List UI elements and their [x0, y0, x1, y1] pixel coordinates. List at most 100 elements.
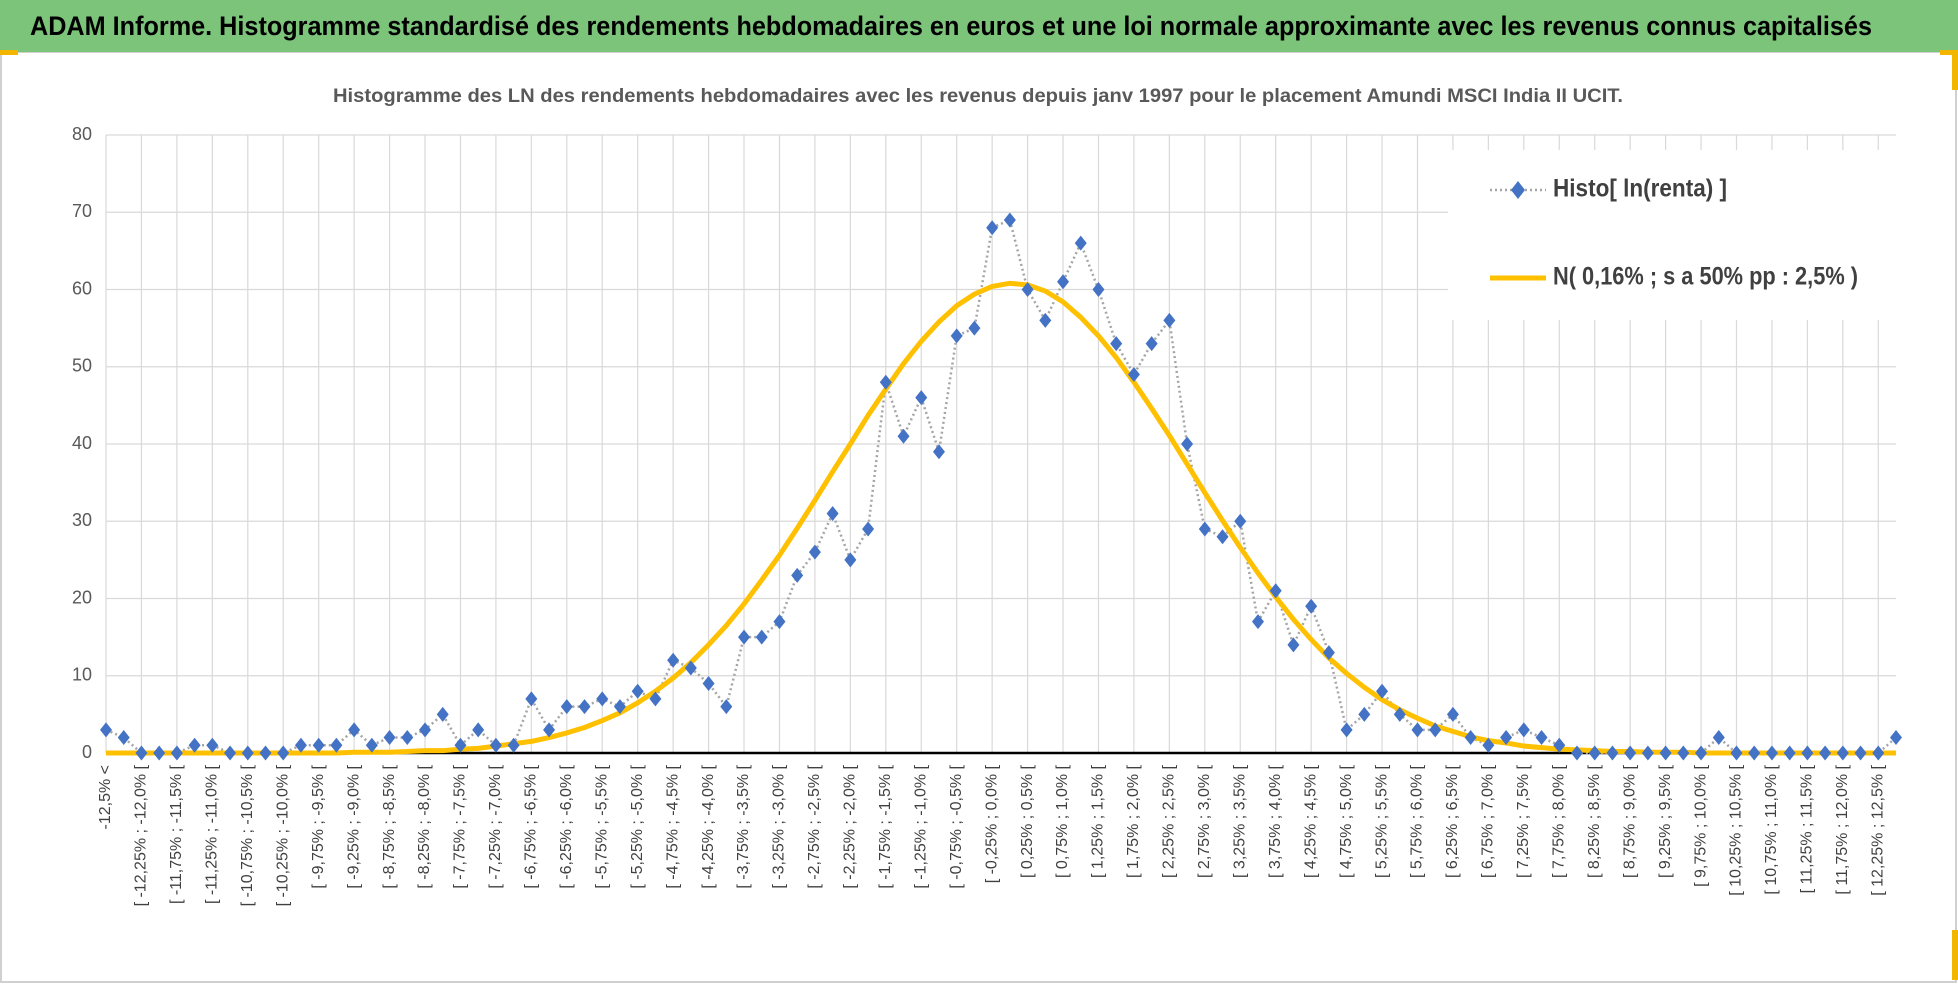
- x-tick-label: [ 2,75% ; 3,0% [: [1196, 764, 1213, 878]
- data-point: [560, 699, 573, 715]
- x-tick-label: [ 3,25% ; 3,5% [: [1231, 764, 1248, 878]
- data-point: [1269, 583, 1282, 599]
- data-point: [950, 328, 963, 344]
- x-tick-label: [ 8,25% ; 8,5% [: [1586, 764, 1603, 878]
- data-point: [117, 730, 130, 746]
- data-point: [383, 730, 396, 746]
- y-tick-label: 0: [82, 742, 92, 762]
- data-point: [188, 737, 201, 753]
- data-point: [224, 745, 237, 761]
- data-point: [100, 722, 112, 738]
- data-point: [1287, 637, 1300, 653]
- x-tick-label: [ -6,25% ; -6,0% [: [558, 764, 575, 888]
- data-point: [1057, 274, 1070, 290]
- data-point: [1074, 235, 1087, 251]
- data-point: [826, 506, 839, 522]
- data-point: [1765, 745, 1778, 761]
- data-point: [808, 544, 821, 560]
- data-point: [1092, 282, 1105, 297]
- data-point: [1127, 366, 1140, 382]
- data-point: [1163, 312, 1176, 328]
- legend-label: N( 0,16% ; s a 50% pp : 2,5% ): [1553, 263, 1858, 291]
- data-point: [1021, 282, 1034, 297]
- data-point: [596, 691, 609, 707]
- x-tick-label: [ -10,25% ; -10,0% [: [274, 764, 291, 906]
- x-tick-label: [ -0,25% ; 0,0% [: [983, 764, 1000, 883]
- x-tick-label: [ -3,75% ; -3,5% [: [735, 764, 752, 888]
- data-point: [1393, 706, 1406, 722]
- data-point: [135, 745, 148, 761]
- data-point: [1730, 745, 1743, 761]
- data-point: [1198, 521, 1211, 537]
- x-tick-label: [ -4,25% ; -4,0% [: [700, 764, 717, 888]
- data-point: [170, 745, 183, 761]
- x-tick-label: [ -11,75% ; -11,5% [: [168, 764, 185, 904]
- x-tick-label: [ -0,75% ; -0,5% [: [948, 764, 965, 888]
- y-tick-label: 50: [72, 356, 92, 376]
- data-point: [1712, 730, 1725, 746]
- data-point: [1588, 745, 1601, 761]
- data-point: [1446, 706, 1459, 722]
- data-point: [879, 374, 892, 390]
- x-tick-label: [ -10,75% ; -10,5% [: [239, 764, 256, 906]
- plot: 0 10 20 30 40 50 60 70 80 -12,5% < [ -12,25% ; -12…: [72, 124, 1902, 906]
- data-point: [1482, 737, 1495, 753]
- data-point: [968, 320, 981, 336]
- x-tick-label: [ 3,75% ; 4,0% [: [1267, 764, 1284, 878]
- x-tick-label: -12,5% <: [97, 765, 114, 829]
- y-tick-label: 10: [72, 665, 92, 685]
- x-tick-label: [ 7,75% ; 8,0% [: [1550, 764, 1567, 878]
- data-point: [1464, 730, 1477, 746]
- y-tick-label: 30: [72, 510, 92, 530]
- data-point: [862, 521, 875, 537]
- x-tick-label: [ 6,25% ; 6,5% [: [1444, 764, 1461, 878]
- data-point: [348, 722, 361, 738]
- corner: [1952, 930, 1958, 980]
- data-point: [613, 699, 626, 715]
- x-tick-label: [ -9,75% ; -9,5% [: [310, 764, 327, 888]
- data-point: [1429, 722, 1442, 738]
- data-point: [1836, 745, 1849, 761]
- data-point: [773, 614, 786, 630]
- x-tick-label: [ -1,75% ; -1,5% [: [877, 764, 894, 888]
- data-point: [1890, 730, 1902, 746]
- data-point: [436, 706, 449, 722]
- data-point: [1677, 745, 1690, 761]
- data-point: [932, 444, 945, 460]
- data-point: [1340, 722, 1353, 738]
- data-point: [1695, 745, 1708, 761]
- data-point: [1039, 312, 1052, 328]
- data-point: [1819, 745, 1832, 761]
- data-point: [1411, 722, 1424, 738]
- x-tick-label: [ -11,25% ; -11,0% [: [204, 764, 221, 904]
- y-tick-label: 60: [72, 278, 92, 298]
- x-tick-label: [ -7,25% ; -7,0% [: [487, 764, 504, 888]
- x-tick-label: [ -9,25% ; -9,0% [: [345, 764, 362, 888]
- data-point: [401, 730, 414, 746]
- data-point: [720, 699, 733, 715]
- x-tick-label: [ -6,75% ; -6,5% [: [523, 764, 540, 888]
- data-point: [507, 737, 520, 753]
- x-tick-label: [ 10,75% ; 11,0% [: [1763, 764, 1780, 894]
- data-point: [738, 629, 751, 645]
- data-point: [1216, 529, 1229, 545]
- x-tick-label: [ 0,75% ; 1,0% [: [1054, 764, 1071, 878]
- data-point: [1801, 745, 1814, 761]
- data-point: [525, 691, 538, 707]
- x-tick-label: [ 2,25% ; 2,5% [: [1161, 764, 1178, 878]
- header-title: ADAM Informe. Histogramme standardisé de…: [30, 11, 1872, 41]
- data-point: [1181, 436, 1194, 452]
- data-point: [1376, 683, 1389, 699]
- data-point: [1659, 745, 1672, 761]
- chart-title: Histogramme des LN des rendements hebdom…: [333, 86, 1623, 107]
- data-point: [1606, 745, 1619, 761]
- data-point: [1145, 336, 1158, 352]
- data-point: [1517, 722, 1530, 738]
- data-point: [1641, 745, 1654, 761]
- data-point: [153, 745, 166, 761]
- data-point: [1305, 598, 1318, 614]
- data-point: [755, 629, 768, 645]
- data-point: [1535, 730, 1548, 746]
- x-tick-label: [ -2,25% ; -2,0% [: [842, 764, 859, 888]
